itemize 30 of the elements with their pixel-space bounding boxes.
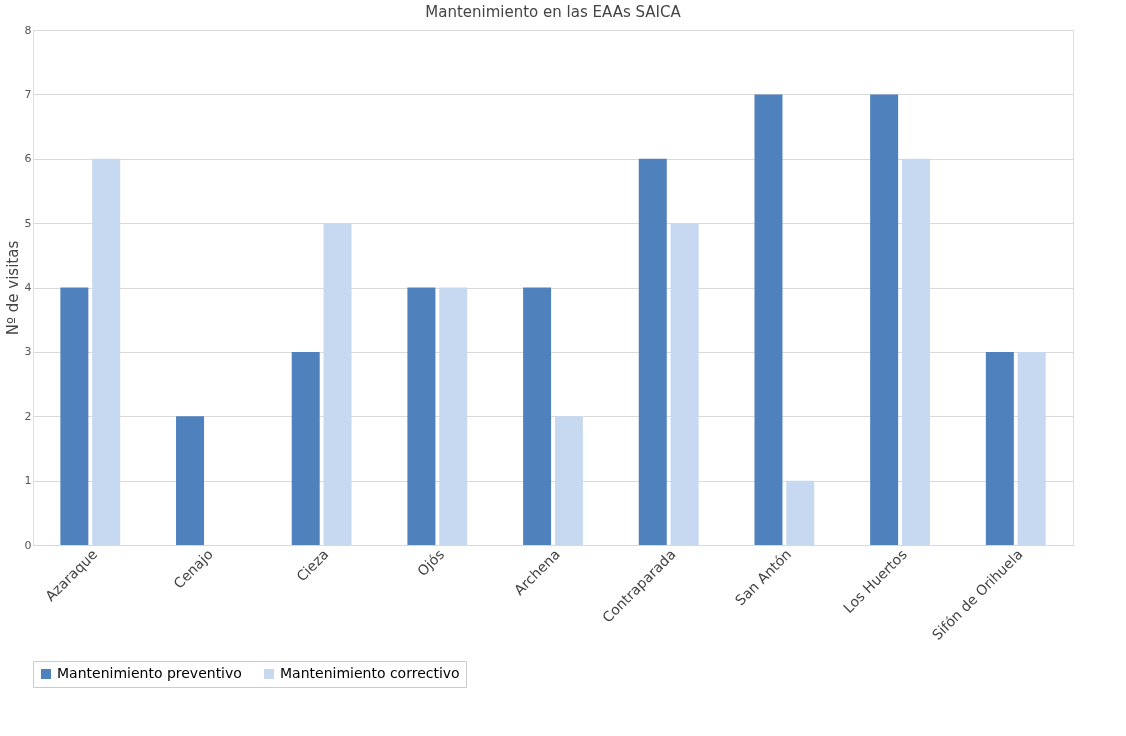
bar [985, 351, 1014, 545]
bar [554, 416, 583, 545]
bar [92, 158, 121, 545]
bar [870, 94, 899, 545]
bar [439, 287, 468, 545]
y-tick-label: 3 [24, 345, 32, 359]
y-tick-label: 7 [24, 87, 32, 101]
legend-label: Mantenimiento preventivo [57, 665, 242, 681]
y-tick-label: 6 [24, 152, 32, 166]
bar [638, 158, 667, 545]
bar [323, 223, 352, 545]
y-tick-label: 0 [24, 538, 32, 552]
y-tick-label: 4 [24, 281, 32, 294]
bar [407, 287, 436, 545]
bar [176, 416, 205, 545]
bar [786, 480, 815, 545]
bar [670, 223, 699, 545]
y-tick-label: 1 [24, 474, 32, 488]
bar [291, 351, 320, 545]
y-tick-label: 8 [24, 23, 32, 37]
chart-title: Mantenimiento en las EAAs SAICA [425, 3, 682, 21]
bar [1017, 351, 1046, 545]
y-axis-title: Nº de visitas [3, 240, 22, 336]
bar [901, 158, 930, 545]
bar [60, 287, 89, 545]
y-tick-label: 5 [24, 216, 32, 230]
y-tick-label: 2 [24, 409, 32, 423]
legend-label: Mantenimiento correctivo [280, 665, 460, 681]
bar [754, 94, 783, 545]
bar [523, 287, 552, 545]
